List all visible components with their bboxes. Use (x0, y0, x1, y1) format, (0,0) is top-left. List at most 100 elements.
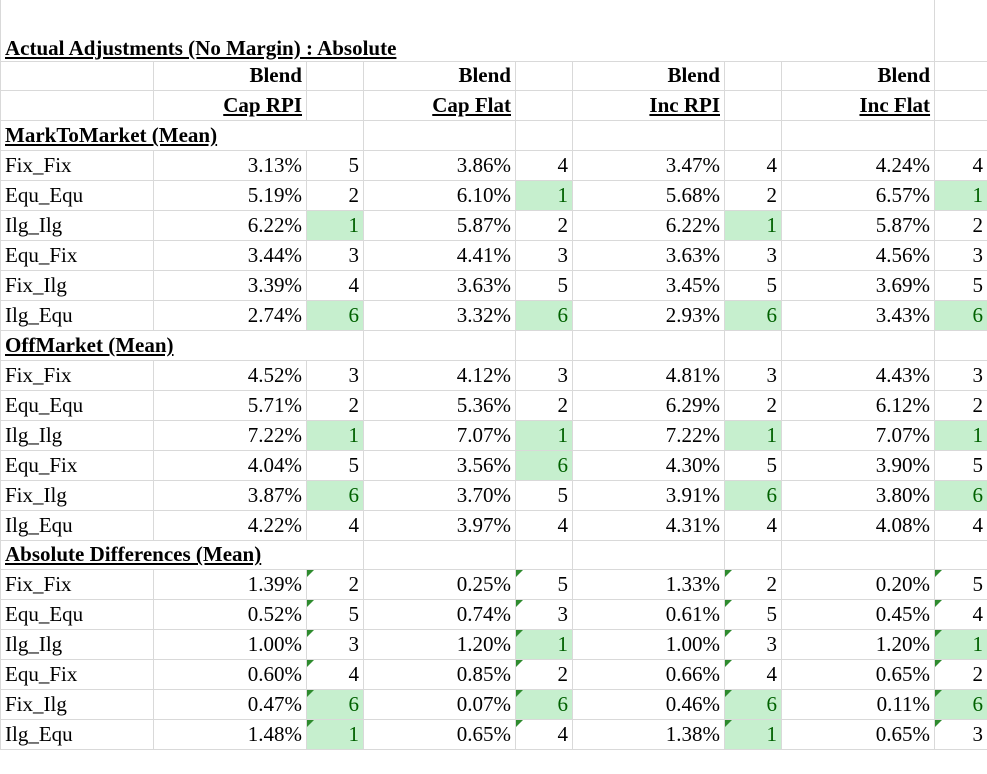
row-label[interactable]: Equ_Equ (0, 389, 154, 421)
col-header-inc-rpi-line1[interactable]: Blend (572, 60, 725, 92)
value-cell[interactable]: 3.91% (572, 479, 725, 511)
rank-cell[interactable]: 6 (515, 449, 573, 481)
empty-cell[interactable] (780, 539, 936, 571)
value-cell[interactable]: 1.20% (363, 629, 516, 661)
value-cell[interactable]: 0.20% (780, 569, 936, 601)
empty-cell[interactable] (515, 90, 573, 122)
rank-cell[interactable]: 4 (934, 509, 987, 541)
col-header-cap-rpi-line1[interactable]: Blend (153, 60, 307, 92)
row-label[interactable]: Fix_Ilg (0, 689, 154, 721)
rank-cell[interactable]: 2 (306, 389, 364, 421)
value-cell[interactable]: 3.32% (363, 300, 516, 331)
empty-cell[interactable] (363, 329, 516, 361)
rank-cell[interactable]: 2 (934, 210, 987, 242)
rank-cell[interactable]: 4 (306, 509, 364, 541)
rank-cell[interactable]: 4 (724, 150, 782, 182)
row-label[interactable]: Ilg_Equ (0, 719, 154, 751)
rank-cell[interactable]: 4 (724, 509, 782, 541)
empty-cell[interactable] (780, 120, 936, 152)
col-header-cap-flat-line2[interactable]: Cap Flat (363, 90, 516, 122)
value-cell[interactable]: 0.65% (363, 719, 516, 751)
value-cell[interactable]: 3.47% (572, 150, 725, 182)
rank-cell[interactable]: 6 (934, 300, 987, 331)
rank-cell[interactable]: 5 (515, 479, 573, 511)
rank-cell[interactable]: 2 (515, 210, 573, 242)
rank-cell[interactable]: 6 (724, 300, 782, 331)
value-cell[interactable]: 7.07% (780, 419, 936, 451)
rank-cell[interactable]: 2 (515, 389, 573, 421)
value-cell[interactable]: 0.47% (153, 689, 307, 721)
empty-cell[interactable] (515, 539, 573, 571)
empty-cell[interactable] (363, 120, 516, 152)
empty-cell[interactable] (934, 539, 987, 571)
rank-cell[interactable]: 6 (934, 479, 987, 511)
section-title[interactable]: MarkToMarket (Mean) (0, 120, 364, 152)
rank-cell[interactable]: 3 (515, 599, 573, 631)
value-cell[interactable]: 6.57% (780, 180, 936, 212)
empty-cell[interactable] (515, 329, 573, 361)
value-cell[interactable]: 0.07% (363, 689, 516, 721)
rank-cell[interactable]: 6 (515, 300, 573, 331)
rank-cell[interactable]: 5 (934, 270, 987, 301)
value-cell[interactable]: 1.38% (572, 719, 725, 751)
empty-cell[interactable] (724, 90, 782, 122)
value-cell[interactable]: 0.61% (572, 599, 725, 631)
value-cell[interactable]: 3.13% (153, 150, 307, 182)
sheet-title[interactable]: Actual Adjustments (No Margin) : Absolut… (0, 0, 936, 62)
value-cell[interactable]: 3.45% (572, 270, 725, 301)
value-cell[interactable]: 2.74% (153, 300, 307, 331)
empty-cell[interactable] (0, 60, 154, 92)
row-label[interactable]: Equ_Equ (0, 599, 154, 631)
empty-cell[interactable] (934, 60, 987, 92)
value-cell[interactable]: 1.00% (153, 629, 307, 661)
value-cell[interactable]: 4.30% (572, 449, 725, 481)
rank-cell[interactable]: 3 (724, 629, 782, 661)
value-cell[interactable]: 3.87% (153, 479, 307, 511)
rank-cell[interactable]: 6 (306, 689, 364, 721)
value-cell[interactable]: 0.25% (363, 569, 516, 601)
empty-cell[interactable] (306, 60, 364, 92)
value-cell[interactable]: 5.87% (363, 210, 516, 242)
rank-cell[interactable]: 5 (306, 150, 364, 182)
value-cell[interactable]: 1.48% (153, 719, 307, 751)
value-cell[interactable]: 0.66% (572, 659, 725, 691)
rank-cell[interactable]: 6 (724, 689, 782, 721)
row-label[interactable]: Fix_Fix (0, 359, 154, 391)
rank-cell[interactable]: 4 (934, 150, 987, 182)
empty-cell[interactable] (572, 120, 725, 152)
value-cell[interactable]: 6.29% (572, 389, 725, 421)
value-cell[interactable]: 3.69% (780, 270, 936, 301)
rank-cell[interactable]: 2 (934, 659, 987, 691)
value-cell[interactable]: 7.22% (572, 419, 725, 451)
value-cell[interactable]: 3.63% (572, 240, 725, 272)
value-cell[interactable]: 6.12% (780, 389, 936, 421)
rank-cell[interactable]: 3 (724, 359, 782, 391)
value-cell[interactable]: 4.08% (780, 509, 936, 541)
section-title[interactable]: Absolute Differences (Mean) (0, 539, 364, 571)
value-cell[interactable]: 3.86% (363, 150, 516, 182)
empty-cell[interactable] (306, 90, 364, 122)
value-cell[interactable]: 0.45% (780, 599, 936, 631)
rank-cell[interactable]: 5 (724, 449, 782, 481)
rank-cell[interactable]: 3 (515, 240, 573, 272)
col-header-cap-flat-line1[interactable]: Blend (363, 60, 516, 92)
rank-cell[interactable]: 1 (306, 719, 364, 751)
rank-cell[interactable]: 4 (515, 719, 573, 751)
value-cell[interactable]: 5.19% (153, 180, 307, 212)
rank-cell[interactable]: 5 (515, 569, 573, 601)
value-cell[interactable]: 3.43% (780, 300, 936, 331)
rank-cell[interactable]: 4 (724, 659, 782, 691)
value-cell[interactable]: 5.36% (363, 389, 516, 421)
value-cell[interactable]: 5.87% (780, 210, 936, 242)
value-cell[interactable]: 1.20% (780, 629, 936, 661)
value-cell[interactable]: 0.65% (780, 659, 936, 691)
rank-cell[interactable]: 1 (515, 180, 573, 212)
value-cell[interactable]: 0.46% (572, 689, 725, 721)
rank-cell[interactable]: 4 (515, 509, 573, 541)
rank-cell[interactable]: 1 (934, 629, 987, 661)
empty-cell[interactable] (724, 60, 782, 92)
value-cell[interactable]: 3.97% (363, 509, 516, 541)
rank-cell[interactable]: 6 (934, 689, 987, 721)
rank-cell[interactable]: 1 (724, 419, 782, 451)
rank-cell[interactable]: 1 (515, 419, 573, 451)
